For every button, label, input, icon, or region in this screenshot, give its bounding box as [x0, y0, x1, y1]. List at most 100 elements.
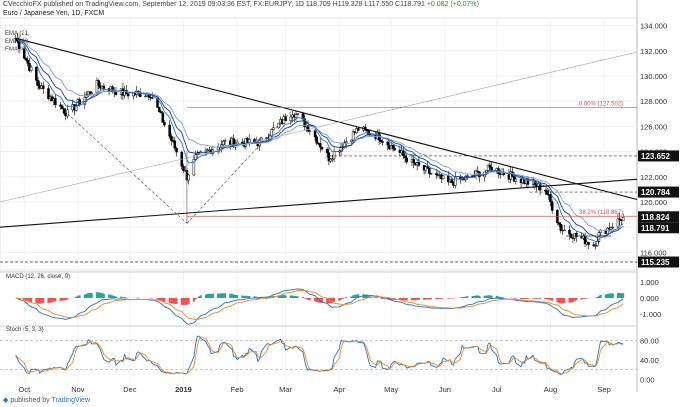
macd-histogram-bar [40, 298, 43, 304]
candle-body [277, 122, 280, 128]
macd-histogram-bar [187, 298, 190, 305]
candle-body [222, 140, 225, 145]
stoch-y-tick: 0.00 [640, 376, 655, 385]
macd-histogram-bar [461, 297, 464, 298]
stoch-d-line [15, 336, 624, 375]
macd-histogram-bar [218, 293, 221, 298]
price-tag-label: 118.824 [641, 213, 670, 222]
candle-body [126, 93, 130, 97]
macd-histogram-bar [350, 296, 353, 298]
macd-histogram-bar [596, 296, 599, 298]
macd-histogram-bar [37, 298, 40, 304]
macd-histogram-bar [616, 292, 619, 298]
macd-histogram-bar [210, 293, 213, 298]
macd-histogram-bar [234, 294, 237, 298]
candle-body [417, 162, 421, 166]
macd-histogram-bar [526, 298, 529, 299]
macd-histogram-bar [113, 295, 116, 298]
candle-body [405, 157, 409, 163]
macd-histogram-bar [35, 298, 38, 303]
macd-histogram-bar [320, 298, 323, 303]
candle-body [355, 128, 358, 133]
candle-body [173, 140, 177, 149]
candle-body [284, 116, 287, 122]
macd-histogram-bar [345, 297, 348, 298]
macd-histogram-bar [478, 295, 481, 298]
tradingview-footer[interactable]: ◆ published by TradingView [3, 396, 90, 404]
macd-histogram-bar [561, 298, 564, 304]
macd-histogram-bar [435, 298, 438, 300]
macd-histogram-bar [551, 298, 554, 301]
tradingview-logo-icon: ◆ [3, 397, 9, 404]
candle-body [170, 135, 173, 141]
stoch-label[interactable]: Stoch (5, 3, 3) [6, 327, 44, 333]
price-tag-label: 123.652 [641, 152, 670, 161]
candle-body [144, 95, 147, 98]
macd-histogram-bar [109, 294, 112, 298]
candle-body [485, 170, 488, 173]
x-tick-label: May [384, 385, 398, 394]
candle-body [466, 175, 469, 177]
candle-body [599, 230, 602, 233]
x-tick-label: Mar [279, 385, 292, 394]
candle-body [161, 112, 164, 123]
macd-histogram-bar [556, 298, 559, 303]
candle-body [42, 85, 45, 89]
macd-histogram-bar [87, 293, 90, 298]
macd-histogram-bar [490, 295, 493, 298]
macd-histogram-bar [423, 298, 426, 300]
x-tick-label: Sep [597, 385, 610, 394]
macd-histogram-bar [173, 298, 176, 304]
macd-histogram-bar [353, 294, 356, 298]
candle-body [575, 232, 578, 237]
macd-histogram-bar [618, 292, 621, 298]
macd-histogram-bar [294, 296, 298, 298]
candle-body [320, 146, 324, 150]
fib-anchor-line [186, 109, 293, 224]
candle-body [17, 40, 21, 49]
macd-histogram-bar [331, 298, 334, 303]
macd-histogram-bar [502, 297, 505, 298]
macd-histogram-bar [352, 295, 355, 298]
macd-histogram-bar [204, 294, 207, 298]
candle-body [379, 139, 383, 142]
candle-body [90, 92, 94, 94]
candle-body [54, 98, 57, 106]
macd-histogram-bar [388, 298, 391, 300]
price-tag [638, 150, 679, 162]
candle-body [611, 226, 615, 229]
macd-histogram-bar [180, 298, 183, 305]
macd-histogram-bar [466, 296, 469, 298]
candle-body [62, 108, 66, 114]
macd-histogram-bar [101, 293, 104, 298]
candle-body [61, 106, 64, 110]
macd-histogram-bar [539, 298, 542, 299]
candle-body [616, 218, 620, 228]
macd-histogram-bar [232, 294, 235, 298]
macd-line [15, 288, 624, 325]
candle-body [428, 168, 431, 174]
ascending-trendline [0, 178, 638, 228]
y-tick-label: 126.000 [640, 122, 667, 131]
instrument-title: Euro / Japanese Yen, 1D, FXCM [3, 10, 105, 17]
macd-label[interactable]: MACD (12, 26, close, 9) [6, 274, 71, 280]
macd-histogram-bar [402, 298, 405, 301]
macd-histogram-bar [172, 298, 175, 304]
price-tag [638, 211, 679, 223]
macd-histogram-bar [436, 298, 439, 300]
candle-body [357, 128, 360, 131]
macd-histogram-bar [305, 298, 308, 300]
macd-histogram-bar [125, 297, 128, 298]
macd-histogram-bar [194, 298, 197, 300]
author[interactable]: CVecchioFX [3, 1, 42, 8]
symbol[interactable]: FX:EURJPY, 1D [253, 1, 304, 8]
macd-histogram-bar [379, 298, 382, 299]
candle-body [308, 130, 312, 132]
macd-histogram-bar [97, 292, 100, 298]
candle-body [434, 173, 438, 175]
ema8-label[interactable]: EMA (8, [5, 47, 27, 53]
candle-body [260, 137, 263, 141]
macd-histogram-bar [365, 295, 368, 298]
price-tag [638, 222, 679, 234]
